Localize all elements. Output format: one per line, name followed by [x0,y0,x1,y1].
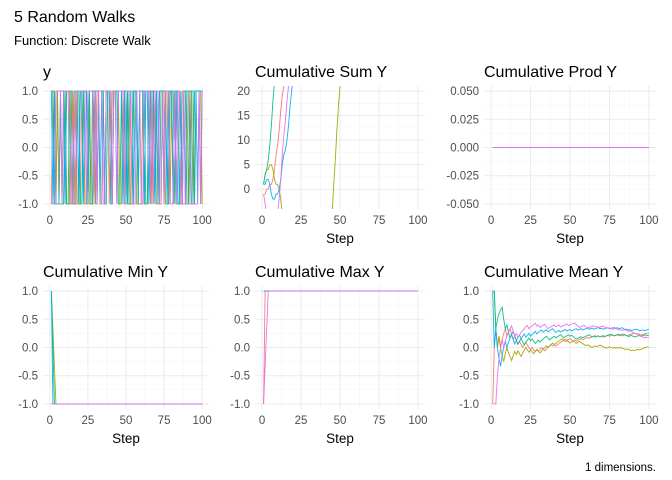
x-tick-label: 50 [564,215,577,227]
series-line-3 [263,86,275,185]
y-tick-label: -1.0 [230,399,250,411]
series-line-4 [263,86,293,200]
series-line-5 [263,86,289,209]
x-tick-label: 75 [373,415,386,427]
x-tick-label: 0 [47,215,53,227]
y-tick-label: 0.5 [463,314,479,326]
x-tick-label: 100 [408,415,427,427]
y-tick-label: 1.0 [22,286,38,298]
y-tick-label: -0.050 [446,199,479,211]
x-axis-label: Step [556,431,584,446]
x-tick-label: 0 [488,415,494,427]
x-tick-label: 25 [82,415,95,427]
series-line-5 [263,290,418,404]
y-tick-label: 1.0 [463,286,479,298]
x-tick-label: 25 [524,415,537,427]
panel-cummean: 0 25 50 75 100 -1.0 -0.5 0.0 0.5 1.0 Cumulative Me… [459,264,658,446]
x-tick-label: 100 [639,415,658,427]
y-tick-label: -0.025 [446,171,479,183]
x-tick-label: 100 [639,215,658,227]
y-tick-label: 0.0 [463,343,479,355]
y-tick-label: -1.0 [459,399,479,411]
y-tick-label: 1.0 [234,286,250,298]
figure-caption: 1 dimensions. [585,462,656,474]
y-tick-label: 0.5 [22,114,38,126]
x-tick-label: 75 [373,215,386,227]
y-tick-label: 1.0 [22,86,38,98]
y-tick-label: 0.050 [450,86,479,98]
y-tick-label: 0.5 [22,314,38,326]
x-tick-label: 50 [334,215,347,227]
x-tick-label: 75 [603,215,616,227]
panel-cummax: 0 25 50 75 100 -1.0 -0.5 0.0 0.5 1.0 Cumulative Ma… [230,264,427,446]
y-tick-label: 10 [237,135,250,147]
y-tick-label: 0.5 [234,314,250,326]
panel-title: Cumulative Sum Y [255,64,388,81]
x-tick-label: 50 [120,215,133,227]
x-axis-label: Step [112,431,140,446]
x-tick-label: 25 [82,215,95,227]
series-line-5 [51,90,203,205]
y-tick-label: -0.5 [459,371,479,383]
series-group [263,86,341,209]
series-line-2 [492,290,650,362]
figure-title: 5 Random Walks [14,9,135,26]
panel-cumprod: 0 25 50 75 100 -0.050 -0.025 0.000 0.025 0.050 Cum… [446,64,658,246]
y-tick-label: 0 [244,184,250,196]
y-tick-label: 0.025 [450,114,479,126]
y-tick-label: -1.0 [18,199,38,211]
y-tick-label: 0.0 [22,343,38,355]
y-tick-label: -0.5 [18,171,38,183]
panel-cumsum: 0 25 50 75 100 0 5 10 15 20 Cumulative Sum Y Step [237,64,427,246]
x-tick-label: 75 [158,215,171,227]
x-axis-label: Step [556,231,584,246]
x-tick-label: 50 [564,415,577,427]
y-tick-label: 0.0 [22,143,38,155]
panel-y: 0 25 50 75 100 -1.0 -0.5 0.0 0.5 1.0 y [18,64,212,227]
y-tick-label: -0.5 [18,371,38,383]
x-tick-label: 0 [47,415,53,427]
y-tick-label: 20 [237,86,250,98]
x-tick-label: 25 [295,415,308,427]
series-line-2 [263,86,341,209]
series-line-3 [492,290,650,346]
series-group [50,90,203,205]
panel-cummin: 0 25 50 75 100 -1.0 -0.5 0.0 0.5 1.0 Cumulative Mi… [18,264,212,446]
x-tick-label: 0 [488,215,494,227]
series-group [50,291,203,405]
panel-title: Cumulative Prod Y [484,64,617,81]
x-tick-label: 0 [259,215,265,227]
y-tick-label: -0.5 [230,371,250,383]
x-tick-label: 100 [408,215,427,227]
x-tick-label: 25 [295,215,308,227]
panel-title: Cumulative Min Y [43,264,168,281]
series-group [492,290,650,405]
y-tick-label: 5 [244,160,250,172]
y-tick-label: 0.000 [450,143,479,155]
panel-title: Cumulative Mean Y [484,264,624,281]
x-tick-label: 50 [120,415,133,427]
panel-title: Cumulative Max Y [255,264,385,281]
x-tick-label: 75 [158,415,171,427]
x-tick-label: 50 [334,415,347,427]
y-tick-label: -1.0 [18,399,38,411]
y-tick-label: 0.0 [234,343,250,355]
figure-subtitle: Function: Discrete Walk [14,33,151,48]
x-tick-label: 100 [193,415,212,427]
panels: 0 25 50 75 100-1.0-0.50.00.51.0y0 25 50 75 10005… [18,64,658,446]
x-axis-label: Step [326,231,354,246]
x-tick-label: 25 [524,215,537,227]
x-axis-label: Step [326,431,354,446]
panel-title: y [43,64,51,81]
series-group [263,290,418,404]
series-line-5 [492,322,650,405]
x-tick-label: 100 [193,215,212,227]
y-tick-label: 15 [237,111,250,123]
x-tick-label: 0 [259,415,265,427]
x-tick-label: 75 [603,415,616,427]
